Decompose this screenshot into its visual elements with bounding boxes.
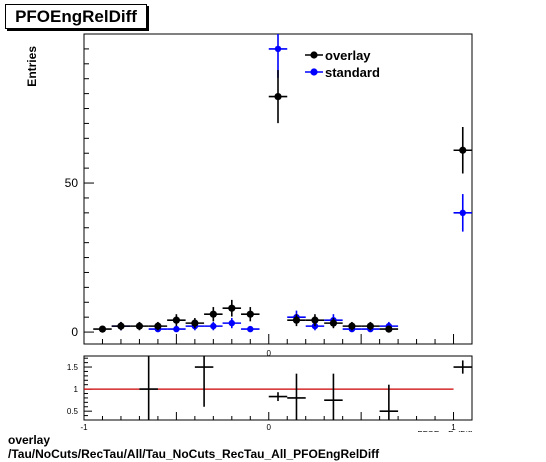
ratio-frame — [83, 355, 473, 421]
point-overlay — [135, 322, 144, 330]
ratio-x-tick-label: 0 — [267, 423, 272, 432]
x-tick-label: 0 — [267, 349, 272, 358]
point-standard — [228, 319, 236, 327]
point-overlay — [292, 316, 301, 324]
point-overlay — [209, 310, 217, 318]
y-tick-label: 50 — [65, 176, 79, 190]
ratio-x-tick-label: 1 — [451, 423, 456, 432]
point-overlay — [172, 316, 180, 324]
point-overlay — [228, 304, 236, 312]
legend-label-standard: standard — [325, 65, 380, 80]
point-standard — [173, 325, 180, 333]
point-overlay — [98, 325, 107, 333]
y-tick-label: 0 — [71, 325, 78, 339]
point-overlay — [348, 322, 356, 330]
point-standard — [247, 325, 254, 333]
point-standard — [274, 45, 282, 53]
ratio-y-tick-label: 1.5 — [67, 363, 79, 372]
point-standard — [210, 322, 217, 330]
point-overlay — [246, 310, 254, 318]
series-standard — [111, 34, 472, 333]
y-axis-label: Entries — [25, 46, 39, 87]
legend-label-overlay: overlay — [325, 48, 371, 63]
plot-canvas: 0500Entriesoverlaystandard0.511.5-101PFO… — [25, 33, 473, 432]
point-overlay — [385, 325, 393, 333]
legend-marker-overlay — [310, 51, 318, 59]
legend-marker-standard — [310, 68, 318, 76]
point-overlay — [117, 322, 125, 330]
caption-line-1: overlay — [8, 433, 51, 447]
point-overlay — [366, 322, 374, 330]
point-overlay — [311, 316, 319, 324]
x-axis-label: PFOEngRelDiff — [417, 430, 472, 432]
caption-line-2: /Tau/NoCuts/RecTau/All/Tau_NoCuts_RecTau… — [8, 447, 380, 461]
point-overlay — [274, 92, 282, 101]
ratio-y-tick-label: 1 — [74, 385, 79, 394]
point-overlay — [154, 322, 162, 330]
point-overlay — [191, 319, 199, 327]
ratio-x-tick-label: -1 — [80, 423, 88, 432]
point-overlay — [329, 319, 338, 327]
series-overlay — [93, 70, 472, 333]
chart-title: PFOEngRelDiff — [15, 7, 137, 26]
series-ratio — [139, 356, 472, 420]
title-box: PFOEngRelDiff — [5, 4, 147, 29]
point-overlay — [459, 146, 467, 154]
ratio-y-tick-label: 0.5 — [67, 407, 79, 416]
point-standard — [459, 209, 466, 217]
